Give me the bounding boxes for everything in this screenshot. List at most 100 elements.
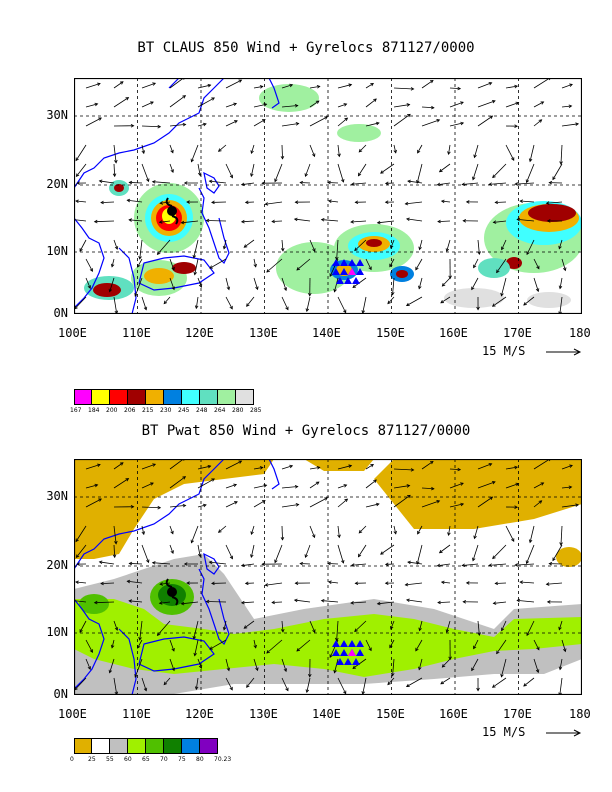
wind-arrow xyxy=(281,525,283,540)
wind-arrow xyxy=(159,601,171,604)
wind-arrow-head xyxy=(516,598,521,603)
wind-arrow xyxy=(533,639,540,650)
wind-arrow-head xyxy=(98,179,103,184)
wind-arrow xyxy=(418,658,423,670)
wind-arrow xyxy=(85,464,101,470)
wind-arrow xyxy=(74,219,87,222)
wind-arrow xyxy=(223,239,227,249)
wind-arrow xyxy=(496,258,507,273)
wind-arrow-head xyxy=(259,466,264,470)
wind-arrow xyxy=(354,239,367,251)
wind-arrow xyxy=(501,239,507,250)
wind-arrow xyxy=(113,163,116,177)
wind-arrow-head xyxy=(255,667,259,672)
wind-arrow xyxy=(529,525,535,543)
wind-arrow-head xyxy=(350,182,355,186)
wind-arrow-head xyxy=(137,645,141,649)
wind-arrow-head xyxy=(250,531,254,536)
wind-arrow xyxy=(85,103,98,108)
wind-arrow-head xyxy=(568,485,573,490)
wind-arrow xyxy=(141,506,161,509)
wind-arrow-head xyxy=(447,151,451,156)
wind-arrow xyxy=(559,277,563,289)
wind-arrow xyxy=(253,467,263,470)
wind-arrow-head xyxy=(358,148,363,153)
wind-arrow-head xyxy=(405,302,410,307)
wind-arrow xyxy=(336,620,339,641)
wind-arrow-head xyxy=(114,627,119,631)
wind-arrow xyxy=(561,504,579,508)
wind-arrow-head xyxy=(418,666,422,671)
wind-arrow-head xyxy=(289,464,294,469)
wind-arrow-head xyxy=(473,535,477,540)
wind-arrow xyxy=(309,497,328,508)
wind-arrow xyxy=(169,277,175,290)
wind-arrow-head xyxy=(511,157,515,161)
wind-arrow xyxy=(533,500,542,508)
wind-arrow-head xyxy=(545,201,550,205)
wind-arrow xyxy=(296,258,311,271)
wind-arrow xyxy=(559,677,563,695)
wind-arrow-head xyxy=(491,480,496,485)
wind-arrow xyxy=(225,79,242,89)
wind-arrow xyxy=(419,239,423,250)
legend-label: 230 xyxy=(160,407,172,414)
wind-arrow xyxy=(351,563,367,566)
wind-arrow xyxy=(169,163,174,173)
wind-arrow xyxy=(197,465,211,470)
wind-arrow-head xyxy=(238,79,243,83)
wind-arrow-head xyxy=(243,625,248,629)
wind-arrow-head xyxy=(540,482,545,486)
wind-arrow-head xyxy=(407,179,411,184)
wind-arrow xyxy=(546,201,563,204)
top-xtick: 150E xyxy=(376,326,405,340)
wind-arrow-head xyxy=(157,124,162,129)
wind-arrow xyxy=(533,482,544,489)
legend-swatch xyxy=(236,389,254,405)
wind-arrow-head xyxy=(293,217,298,222)
wind-arrow-head xyxy=(525,560,530,565)
wind-arrow xyxy=(501,277,507,296)
wind-arrow-head xyxy=(333,669,337,674)
wind-arrow-head xyxy=(329,654,333,659)
wind-arrow-head xyxy=(182,503,187,508)
wind-arrow-head xyxy=(229,686,233,691)
wind-arrow xyxy=(250,163,255,177)
wind-arrow xyxy=(321,219,339,222)
wind-arrow xyxy=(265,201,283,205)
wind-arrow xyxy=(113,81,124,89)
legend-swatch xyxy=(200,738,218,754)
wind-arrow-head xyxy=(457,86,462,91)
wind-arrow-head xyxy=(316,85,321,89)
wind-arrow xyxy=(405,582,423,586)
wind-arrow xyxy=(492,544,507,559)
wind-arrow-head xyxy=(558,692,562,695)
wind-arrow xyxy=(393,104,410,108)
wind-arrow xyxy=(558,620,563,630)
wind-arrow xyxy=(281,239,284,251)
wind-arrow xyxy=(441,200,451,203)
wind-arrow-head xyxy=(575,122,580,126)
wind-arrow-head xyxy=(163,300,168,305)
wind-arrow-head xyxy=(296,267,301,271)
wind-arrow xyxy=(163,677,171,685)
wind-arrow xyxy=(334,277,339,292)
wind-arrow xyxy=(393,113,411,127)
wind-arrow-head xyxy=(89,649,93,653)
wind-arrow xyxy=(141,677,147,691)
wind-arrow xyxy=(281,620,284,632)
wind-arrow xyxy=(181,601,199,605)
wind-arrow-head xyxy=(375,502,380,507)
wind-arrow-head xyxy=(312,153,316,158)
wind-arrow-head xyxy=(246,684,250,688)
wind-arrow-head xyxy=(234,501,238,505)
wind-arrow-head xyxy=(163,681,168,686)
wind-arrow-head xyxy=(536,646,540,651)
wind-arrow xyxy=(243,239,255,248)
wind-arrow-head xyxy=(440,580,445,585)
wind-arrow-head xyxy=(568,104,573,109)
wind-arrow-head xyxy=(108,669,113,674)
wind-arrow-head xyxy=(558,285,563,290)
wind-arrow-head xyxy=(150,482,154,486)
wind-arrow-head xyxy=(312,534,316,539)
